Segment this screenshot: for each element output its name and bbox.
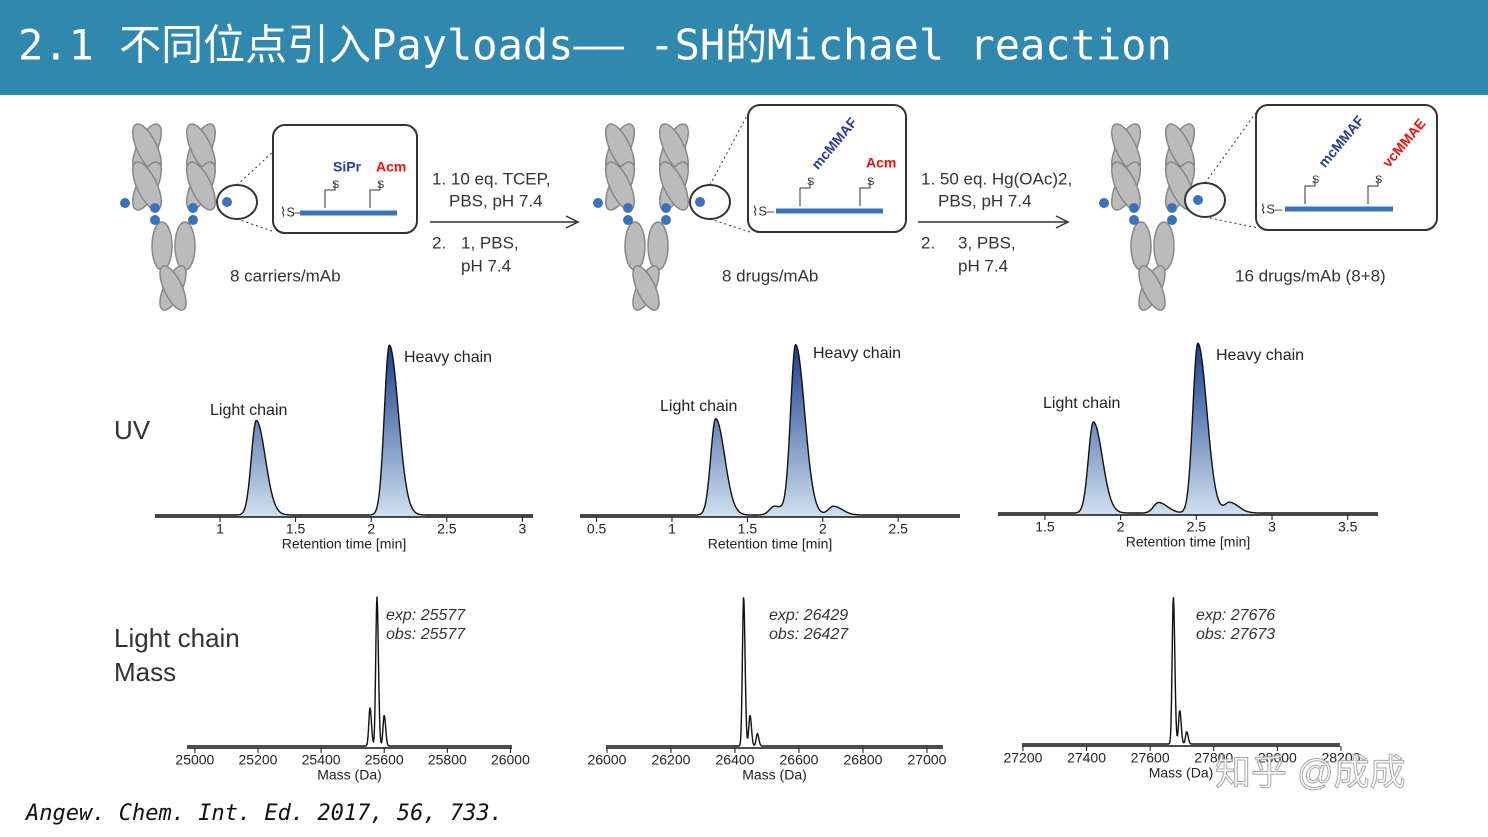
x-tick-label: 3.5 [1338, 519, 1358, 535]
peak-label: Light chain [1043, 395, 1120, 412]
trace [998, 342, 1378, 514]
x-tick-label: 27600 [1131, 750, 1170, 766]
x-tick-label: 1.5 [1035, 519, 1055, 535]
slide-title: 2.1 不同位点引入Payloads—— -SH的Michael reactio… [18, 21, 1172, 70]
citation: Angew. Chem. Int. Ed. 2017, 56, 733. [24, 801, 503, 826]
svg-text:S: S [332, 179, 339, 191]
row-label: UV [114, 415, 151, 445]
step-text: 1. 50 eq. Hg(OAc)2, [921, 169, 1072, 188]
exp-value: exp: 27676 [1196, 607, 1275, 624]
x-tick-label: 27200 [1003, 750, 1042, 766]
step-text: PBS, pH 7.4 [938, 191, 1032, 210]
x-tick-label: 28000 [1258, 750, 1297, 766]
x-tick-label: 2.5 [888, 521, 908, 537]
x-tick-label: 25600 [365, 752, 404, 768]
svg-text:S: S [1312, 174, 1319, 186]
x-tick-label: 1 [668, 521, 676, 537]
x-tick-label: 26600 [780, 752, 819, 768]
trace [187, 596, 512, 747]
x-tick-label: 26200 [651, 752, 690, 768]
x-axis-label: Retention time [min] [1126, 534, 1251, 550]
x-tick-label: 3 [1268, 519, 1276, 535]
trace [580, 343, 960, 516]
exp-value: exp: 26429 [769, 607, 848, 624]
x-tick-label: 2 [367, 521, 375, 537]
stage-label: 8 carriers/mAb [230, 266, 341, 285]
x-tick-label: 1 [216, 521, 224, 537]
peak-area [998, 343, 1378, 515]
x-tick-label: 3 [519, 521, 527, 537]
x-tick-label: 25800 [428, 752, 467, 768]
x-tick-label: 2.5 [1187, 519, 1207, 535]
svg-text:S: S [807, 176, 814, 188]
trace [1022, 597, 1340, 745]
obs-value: obs: 27673 [1196, 626, 1275, 643]
x-tick-label: 28200 [1321, 750, 1360, 766]
x-tick-label: 2 [819, 521, 827, 537]
peak-label: Light chain [210, 402, 287, 419]
exp-value: exp: 25577 [386, 607, 466, 624]
svg-text:⌇S–: ⌇S– [752, 203, 775, 218]
row-label: Light chain [114, 623, 240, 653]
tag: Acm [376, 159, 406, 175]
peak-label: Heavy chain [1216, 347, 1304, 364]
x-tick-label: 25400 [302, 752, 341, 768]
svg-text:⌇S–: ⌇S– [1260, 201, 1283, 216]
obs-value: obs: 25577 [386, 626, 466, 643]
svg-text:S: S [377, 179, 384, 191]
x-tick-label: 1.5 [738, 521, 758, 537]
step-text: 1. 10 eq. TCEP, [432, 169, 550, 188]
x-tick-label: 26000 [491, 752, 530, 768]
step-text: 2. [921, 233, 935, 252]
step-text: 2. [432, 233, 446, 252]
peak-area [580, 344, 960, 517]
x-tick-label: 27000 [908, 752, 947, 768]
peak-label: Heavy chain [813, 345, 901, 362]
trace [155, 344, 533, 516]
step-text: pH 7.4 [461, 256, 511, 275]
x-tick-label: 26000 [587, 752, 626, 768]
x-tick-label: 2 [1117, 519, 1125, 535]
x-axis-label: Mass (Da) [742, 767, 807, 783]
x-tick-label: 27800 [1194, 750, 1233, 766]
x-axis-label: Mass (Da) [1149, 765, 1214, 781]
tag: SiPr [333, 159, 362, 175]
header-bar [0, 0, 1488, 95]
x-tick-label: 25200 [239, 752, 278, 768]
peak-label: Light chain [660, 398, 737, 415]
x-tick-label: 0.5 [587, 521, 607, 537]
trace [606, 597, 943, 747]
step-text: pH 7.4 [958, 256, 1008, 275]
x-tick-label: 27400 [1067, 750, 1106, 766]
x-axis-label: Retention time [min] [282, 536, 407, 552]
step-text: PBS, pH 7.4 [449, 191, 543, 210]
x-axis-label: Mass (Da) [317, 767, 382, 783]
x-tick-label: 25000 [175, 752, 214, 768]
x-tick-label: 2.5 [437, 521, 457, 537]
x-tick-label: 1.5 [286, 521, 306, 537]
row-label: Mass [114, 657, 176, 687]
x-tick-label: 26800 [844, 752, 883, 768]
svg-text:S: S [867, 176, 874, 188]
step: 1. 10 eq. TCEP, PBS, pH 7.4 2. 1, PBS, p… [430, 169, 580, 275]
x-axis-label: Retention time [min] [708, 536, 833, 552]
peak-area [155, 345, 533, 517]
svg-text:S: S [1375, 174, 1382, 186]
step-text: 1, PBS, [461, 233, 519, 252]
svg-text:⌇S–: ⌇S– [280, 204, 303, 219]
stage-label: 8 drugs/mAb [722, 266, 818, 285]
step: 1. 50 eq. Hg(OAc)2, PBS, pH 7.4 2. 3, PB… [918, 169, 1072, 275]
tag: Acm [866, 155, 896, 171]
step-text: 3, PBS, [958, 233, 1016, 252]
stage-label: 16 drugs/mAb (8+8) [1235, 266, 1386, 285]
peak-label: Heavy chain [404, 349, 492, 366]
obs-value: obs: 26427 [769, 626, 849, 643]
watermark: 知乎 @成成 [1215, 752, 1406, 793]
stage: ⌇S– S S SiPr Acm 8 carriers/mAb [119, 119, 418, 315]
x-tick-label: 26400 [716, 752, 755, 768]
